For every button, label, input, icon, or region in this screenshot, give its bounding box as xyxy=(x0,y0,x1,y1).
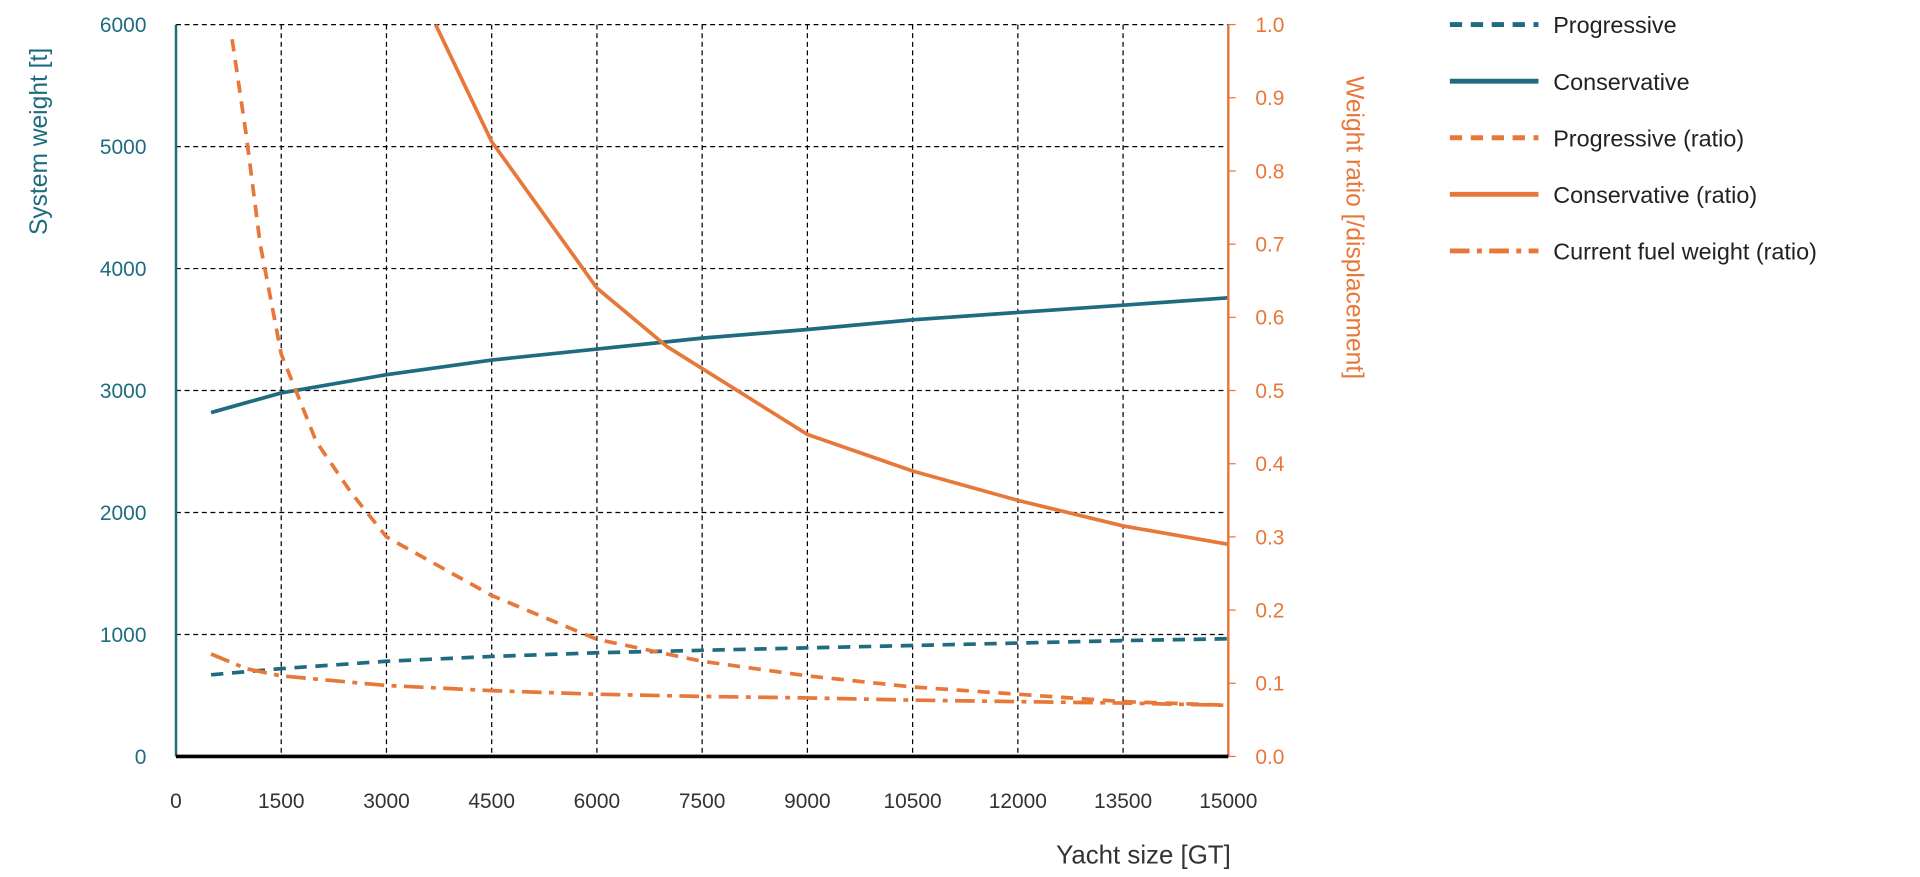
y-tick-label: 3000 xyxy=(100,380,147,403)
x-tick-label: 9000 xyxy=(784,790,831,813)
y-tick-label: 2000 xyxy=(100,502,147,525)
y2-axis-label: Weight ratio [/displacement] xyxy=(1340,76,1367,379)
series-group xyxy=(210,23,1229,708)
series-line-1 xyxy=(210,636,1229,677)
x-tick-label: 15000 xyxy=(1199,790,1257,813)
y2-tick-label: 1.0 xyxy=(1255,14,1284,37)
x-tick-label: 12000 xyxy=(989,790,1047,813)
series-line-4 xyxy=(433,23,1229,547)
x-tick-label: 0 xyxy=(170,790,182,813)
legend-label: Conservative (ratio) xyxy=(1553,182,1757,208)
x-tick-label: 13500 xyxy=(1094,790,1152,813)
y2-tick-label: 0.9 xyxy=(1255,87,1284,110)
y2-tick-label: 0.5 xyxy=(1255,380,1284,403)
x-tick-label: 1500 xyxy=(258,790,305,813)
series-line-5 xyxy=(210,652,1229,708)
y-tick-label: 5000 xyxy=(100,136,147,159)
legend-label: Progressive (ratio) xyxy=(1553,125,1744,151)
y2-tick-label: 0.8 xyxy=(1255,160,1284,183)
y2-tick-label: 0.2 xyxy=(1255,599,1284,622)
y-tick-label: 0 xyxy=(135,746,147,769)
legend-label: Current fuel weight (ratio) xyxy=(1553,239,1817,265)
x-axis-label: Yacht size [GT] xyxy=(1056,841,1231,869)
legend: Progressive Conservative Progressive (rati… xyxy=(1449,12,1817,265)
grid xyxy=(176,23,1229,757)
y-tick-label: 1000 xyxy=(100,624,147,647)
series-line-3 xyxy=(230,38,1229,708)
y2-tick-label: 0.0 xyxy=(1255,746,1284,769)
y2-tick-label: 0.7 xyxy=(1255,234,1284,257)
x-tick-label: 6000 xyxy=(574,790,621,813)
x-tick-label: 3000 xyxy=(363,790,410,813)
x-tick-label: 4500 xyxy=(468,790,515,813)
x-tick-label: 7500 xyxy=(679,790,726,813)
series-line-2 xyxy=(210,295,1229,415)
y-tick-label: 6000 xyxy=(100,14,147,37)
y-tick-label: 4000 xyxy=(100,258,147,281)
legend-label: Conservative xyxy=(1553,69,1689,95)
y2-tick-label: 0.1 xyxy=(1255,673,1284,696)
y2-tick-label: 0.6 xyxy=(1255,307,1284,330)
y-axis-label: System weight [t] xyxy=(26,48,53,235)
axes: 0 1500 3000 4500 6000 7500 9000 10500 12000 13500… xyxy=(100,14,1285,813)
x-tick-label: 10500 xyxy=(884,790,942,813)
legend-label: Progressive xyxy=(1553,12,1676,38)
y2-tick-label: 0.3 xyxy=(1255,526,1284,549)
y2-tick-label: 0.4 xyxy=(1255,453,1284,476)
